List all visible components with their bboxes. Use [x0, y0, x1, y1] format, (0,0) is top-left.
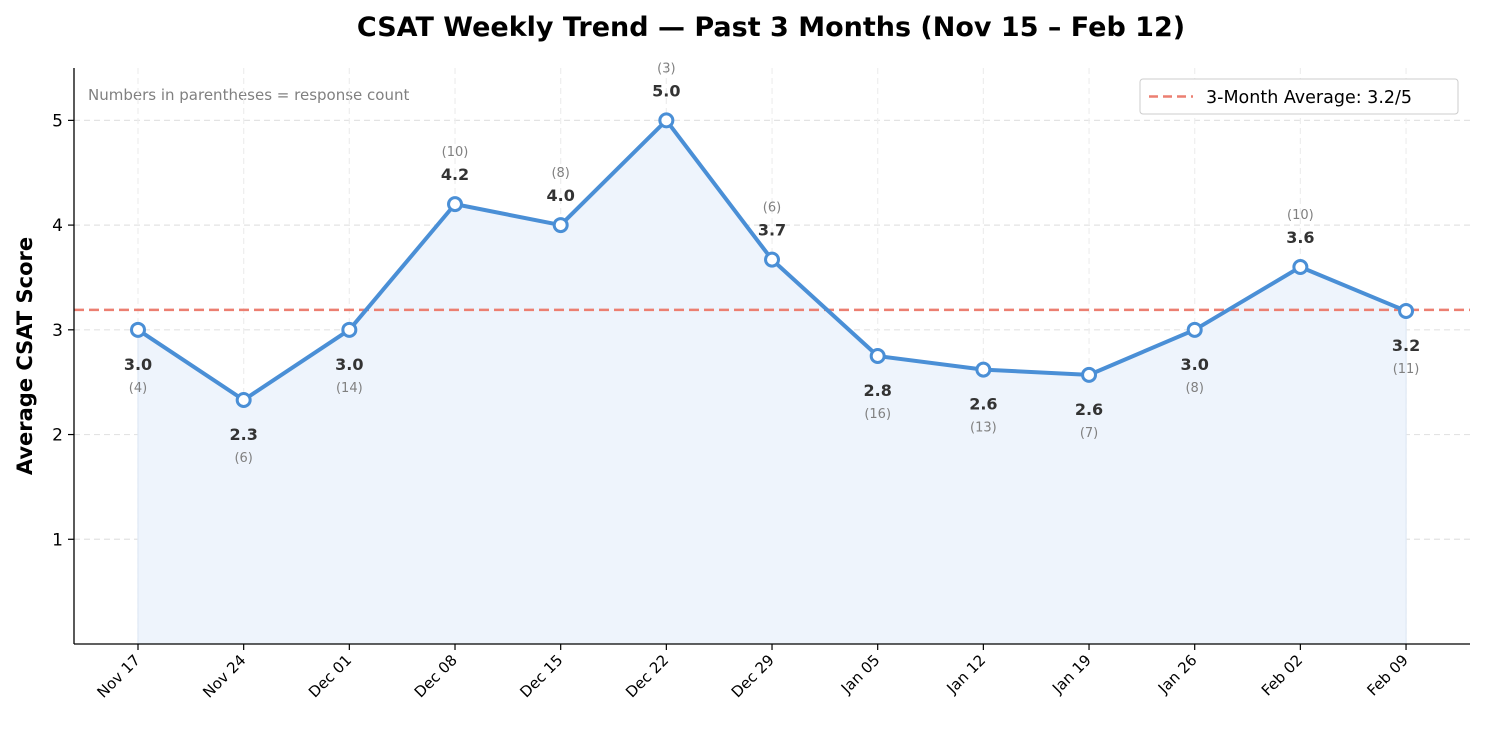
chart-title: CSAT Weekly Trend — Past 3 Months (Nov 1… [357, 12, 1185, 43]
data-value-label: 3.0 [124, 355, 152, 374]
x-tick-label: Nov 24 [199, 651, 249, 701]
y-axis-label: Average CSAT Score [13, 237, 37, 475]
data-point [869, 348, 886, 364]
y-tick-label: 2 [52, 426, 63, 446]
x-tick-label: Feb 09 [1363, 651, 1411, 699]
data-value-label: 2.8 [864, 381, 892, 400]
data-point [235, 391, 252, 408]
x-tick-label: Jan 19 [1048, 651, 1095, 698]
data-point [130, 321, 146, 338]
data-value-label: 3.0 [1181, 355, 1209, 374]
x-tick-label: Dec 22 [622, 651, 672, 701]
data-value-label: 3.2 [1392, 336, 1420, 355]
y-tick-label: 1 [52, 530, 63, 550]
response-count-label: (3) [657, 61, 675, 76]
response-count-label: (10) [442, 145, 469, 160]
data-point [552, 217, 569, 234]
response-count-label: (6) [234, 451, 252, 466]
x-tick-label: Dec 15 [516, 651, 566, 701]
x-tick-label: Jan 26 [1154, 651, 1201, 698]
legend-average-label: 3-Month Average: 3.2/5 [1206, 88, 1412, 108]
data-value-label: 3.0 [335, 355, 363, 374]
response-count-label: (6) [763, 201, 781, 216]
data-value-label: 4.2 [441, 165, 469, 184]
response-count-label: (10) [1287, 208, 1314, 223]
response-count-label: (8) [1185, 381, 1203, 396]
response-count-label: (13) [970, 421, 997, 436]
response-count-label: (4) [129, 381, 147, 396]
data-value-label: 2.6 [969, 395, 997, 414]
data-value-label: 3.7 [758, 221, 786, 240]
legend-box [1139, 78, 1459, 115]
x-tick-label: Jan 12 [943, 651, 990, 698]
x-tick-label: Nov 17 [94, 651, 144, 701]
area-fill [138, 120, 1407, 644]
data-point [1292, 258, 1309, 275]
data-value-label: 2.6 [1075, 400, 1103, 419]
point-layer [130, 112, 1415, 408]
response-count-label: (14) [336, 381, 363, 396]
x-tick-label: Jan 05 [837, 651, 884, 698]
label-layer: 3.0 (4) 2.3 (6) 3.0 (14) 4.2 (10) 4.0 (8) 5.0 (3) 3.… [124, 61, 1420, 466]
x-tick-label: Dec 29 [728, 651, 778, 701]
y-tick-label: 4 [52, 216, 63, 236]
data-value-label: 2.3 [229, 425, 257, 444]
data-point [1081, 366, 1098, 383]
area-layer [137, 120, 1407, 644]
data-value-label: 3.6 [1286, 228, 1314, 247]
data-point [447, 196, 464, 213]
response-count-label: (7) [1080, 426, 1098, 441]
data-value-label: 4.0 [547, 186, 575, 205]
x-tick-label: Dec 08 [411, 651, 461, 701]
data-point [764, 251, 781, 268]
data-point [341, 321, 358, 338]
y-tick-label: 5 [52, 111, 63, 131]
x-tick-label: Feb 02 [1258, 651, 1306, 699]
data-point [975, 361, 992, 378]
response-count-note: Numbers in parentheses = response count [88, 86, 409, 104]
response-count-label: (16) [864, 407, 891, 422]
data-point [658, 112, 675, 129]
x-tick-label: Dec 01 [305, 651, 355, 701]
data-point [1186, 321, 1203, 338]
response-count-label: (11) [1393, 362, 1420, 377]
data-value-label: 5.0 [652, 81, 680, 100]
response-count-label: (8) [551, 166, 569, 181]
legend: 3-Month Average: 3.2/5 [1139, 78, 1459, 115]
data-point [1398, 302, 1415, 319]
y-tick-label: 3 [52, 321, 63, 341]
